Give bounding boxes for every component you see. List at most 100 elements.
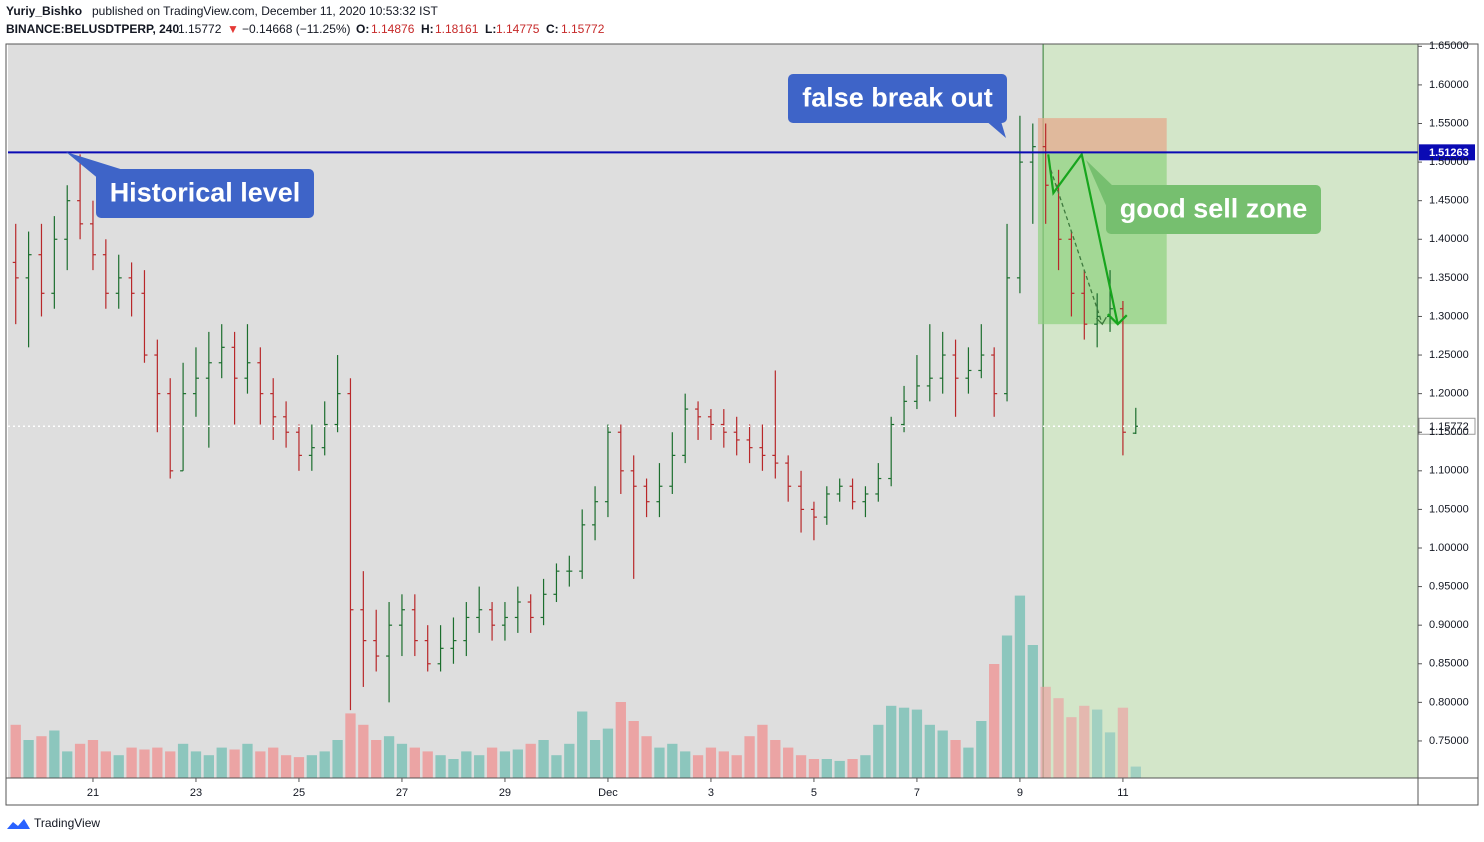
c-label: C: [546, 22, 559, 36]
published: published on TradingView.com, December 1… [92, 4, 438, 18]
volume-bar [757, 724, 768, 778]
plot [8, 44, 1418, 778]
symbol: BINANCE:BELUSDTPERP, 240 [6, 22, 179, 36]
volume-bar [165, 751, 176, 778]
y-tick-label: 1.45000 [1429, 195, 1469, 207]
volume-bar [976, 721, 987, 778]
y-tick-label: 0.75000 [1429, 735, 1469, 747]
volume-bar [718, 751, 729, 778]
volume-bar [474, 755, 485, 778]
volume-bar [1066, 717, 1077, 778]
volume-bar [280, 755, 292, 778]
volume-bar [860, 755, 871, 778]
volume-bar [963, 747, 974, 778]
volume-bar [654, 747, 665, 778]
y-tick-label: 0.85000 [1429, 658, 1469, 670]
volume-bar [744, 736, 755, 778]
volume-bar [293, 757, 305, 778]
volume-bar [255, 751, 266, 778]
volume-bar [152, 747, 163, 778]
volume-bar [486, 747, 498, 778]
volume-bar [1014, 595, 1026, 778]
volume-bar [49, 730, 60, 778]
x-tick-label: Dec [598, 787, 618, 799]
x-tick-label: 7 [914, 787, 920, 799]
volume-bar [1027, 645, 1038, 778]
volume-bar [834, 760, 845, 778]
y-tick-label: 1.15000 [1429, 426, 1469, 438]
volume-bar [345, 713, 356, 778]
volume-bar [383, 736, 395, 778]
footer: TradingView [34, 816, 100, 830]
y-tick-label: 1.55000 [1429, 117, 1469, 129]
x-tick-label: 29 [499, 787, 511, 799]
volume-bar [1117, 707, 1129, 778]
volume-bar [667, 743, 678, 778]
y-tick-label: 1.40000 [1429, 233, 1469, 245]
historical-callout-text: Historical level [110, 178, 301, 208]
volume-bar [538, 740, 549, 778]
y-tick-label: 0.80000 [1429, 696, 1469, 708]
sell-callout-text: good sell zone [1120, 194, 1308, 224]
volume-bar [461, 751, 472, 778]
volume-bar [873, 724, 884, 778]
volume-bar [1001, 635, 1013, 778]
zigzag-head [1106, 313, 1128, 326]
l-label: L: [485, 22, 496, 36]
l-value: 1.14775 [496, 22, 540, 36]
volume-bar [396, 743, 408, 778]
h-value: 1.18161 [435, 22, 479, 36]
price-level-label: 1.51263 [1429, 147, 1469, 159]
volume-bar [332, 740, 343, 778]
volume-bar [577, 711, 588, 778]
volume-bar [1040, 686, 1051, 778]
x-tick-label: 21 [87, 787, 99, 799]
volume-bar [950, 740, 961, 778]
volume-bar [358, 724, 369, 778]
volume-bar [795, 755, 807, 778]
y-tick-label: 1.35000 [1429, 272, 1469, 284]
volume-bar [898, 707, 910, 778]
volume-bar [564, 743, 575, 778]
x-tick-label: 23 [190, 787, 202, 799]
volume-bar [1053, 698, 1064, 778]
volume-bar [847, 759, 858, 778]
x-tick-label: 9 [1017, 787, 1023, 799]
y-tick-label: 1.30000 [1429, 310, 1469, 322]
volume-bar [783, 747, 794, 778]
x-tick-label: 5 [811, 787, 817, 799]
o-label: O: [356, 22, 369, 36]
y-tick-label: 0.95000 [1429, 580, 1469, 592]
volume-bar [705, 747, 717, 778]
volume-bar [499, 751, 511, 778]
sell-callout [1106, 185, 1321, 234]
volume-bar [911, 709, 923, 778]
volume-bar [36, 736, 47, 778]
y-tick-label: 1.50000 [1429, 156, 1469, 168]
volume-bar [525, 743, 536, 778]
volume-bar [615, 702, 626, 778]
volume-bar [319, 751, 330, 778]
frame [5, 43, 1479, 806]
y-tick-label: 1.65000 [1429, 40, 1469, 52]
logo-icon [7, 819, 30, 829]
y-tick-label: 1.10000 [1429, 465, 1469, 477]
volume-bar [242, 743, 253, 778]
breakout-callout-text: false break out [802, 83, 993, 113]
volume-bar [409, 747, 420, 778]
price-level-box [1419, 144, 1475, 161]
volume-bar [1104, 732, 1116, 778]
x-tick-label: 3 [708, 787, 714, 799]
volume-bar [10, 724, 21, 778]
volume-bar [371, 740, 382, 778]
change-arrow: ▼ [227, 22, 239, 36]
volume-bar [602, 728, 614, 778]
volume-bar [821, 759, 832, 778]
volume-bar [1092, 709, 1103, 778]
volume-bar [87, 740, 99, 778]
volume-bar [1130, 766, 1141, 778]
dashed-head [1095, 316, 1107, 326]
x-tick-label: 11 [1117, 787, 1128, 799]
volume-bar [177, 743, 189, 778]
